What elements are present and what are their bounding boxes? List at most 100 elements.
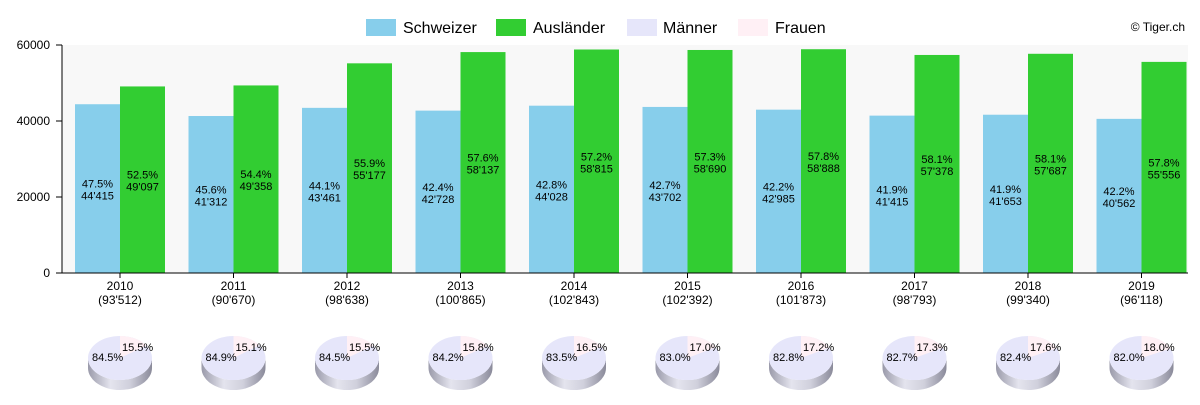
pie-label-frauen: 17.6%	[1030, 342, 1061, 354]
bar-schweizer-2011	[188, 116, 234, 273]
bar-schweizer-2013	[415, 110, 461, 273]
bar-percent-label: 41.9%	[876, 184, 907, 196]
bar-schweizer-2014	[529, 105, 574, 273]
pie-label-maenner: 84.5%	[319, 352, 350, 364]
pie-2014: 83.5%16.5%	[542, 336, 607, 390]
pie-label-maenner: 83.0%	[660, 352, 691, 364]
bar-percent-label: 41.9%	[990, 184, 1021, 196]
pie-slice-frauen	[233, 336, 260, 358]
legend-label-frauen: Frauen	[775, 20, 826, 37]
pie-slice-frauen	[1141, 336, 1171, 358]
pie-disc-side	[542, 358, 606, 390]
bar-value-label: 49'358	[240, 181, 273, 193]
x-tick-label-year: 2012	[334, 279, 361, 293]
bar-schweizer-2010	[75, 104, 120, 274]
x-tick-label-total: (93'512)	[98, 293, 142, 307]
pie-2012: 84.5%15.5%	[315, 336, 380, 390]
x-tick-label-year: 2018	[1015, 279, 1042, 293]
pie-label-maenner: 83.5%	[546, 352, 577, 364]
pie-disc-side	[655, 358, 720, 391]
bar-schweizer-2019	[1096, 118, 1142, 273]
x-tick-label-total: (90'670)	[212, 293, 256, 307]
bar-value-label: 55'177	[353, 170, 386, 182]
bar-percent-label: 57.6%	[467, 153, 498, 165]
pie-disc-side	[996, 358, 1060, 390]
pie-2015: 83.0%17.0%	[655, 336, 721, 391]
pie-2010: 84.5%15.5%	[88, 336, 153, 390]
bar-schweizer-2012	[302, 107, 347, 273]
pie-label-frauen: 15.5%	[122, 342, 153, 354]
pie-slice-frauen	[687, 336, 716, 358]
bar-value-label: 41'312	[195, 197, 228, 209]
pie-label-frauen: 15.8%	[463, 342, 494, 354]
legend-label-schweizer: Schweizer	[403, 20, 477, 37]
legend-swatch-auslaender	[496, 19, 526, 36]
bar-schweizer-2018	[983, 114, 1028, 273]
legend-label-auslaender: Ausländer	[533, 20, 606, 37]
bar-value-label: 43'461	[308, 192, 341, 204]
bar-value-label: 42'985	[762, 193, 795, 205]
bar-percent-label: 57.8%	[1148, 157, 1179, 169]
pie-label-frauen: 17.0%	[690, 342, 721, 354]
pie-slice-frauen	[1028, 336, 1057, 358]
pie-2019: 82.0%18.0%	[1109, 336, 1175, 391]
pie-disc-side	[1109, 358, 1174, 391]
pie-2016: 82.8%17.2%	[769, 336, 834, 390]
bar-percent-label: 42.2%	[1103, 186, 1134, 198]
bars-layer	[75, 49, 1187, 274]
pie-slice-frauen	[801, 336, 830, 358]
bar-percent-label: 57.2%	[581, 151, 612, 163]
bar-value-label: 40'562	[1103, 198, 1136, 210]
legend-label-maenner: Männer	[663, 20, 718, 37]
bar-value-label: 41'653	[989, 196, 1022, 208]
bar-auslaender-2015	[687, 49, 733, 274]
bar-schweizer-2016	[756, 109, 801, 273]
bar-percent-label: 47.5%	[82, 179, 113, 191]
bar-labels-layer: 47.5%44'415 52.5%49'097 45.6%41'312 54.4%49…	[81, 151, 1180, 210]
pie-slice-frauen	[460, 336, 488, 358]
legend-swatch-maenner	[627, 19, 657, 36]
bar-auslaender-2010	[120, 86, 165, 273]
bar-percent-label: 55.9%	[354, 158, 385, 170]
pie-2013: 84.2%15.8%	[428, 336, 494, 391]
x-tick-label-year: 2019	[1128, 279, 1155, 293]
legend-swatch-frauen	[738, 19, 768, 36]
bar-schweizer-2015	[642, 106, 688, 273]
pie-2017: 82.7%17.3%	[882, 336, 948, 391]
pie-disc-side	[315, 358, 379, 390]
bar-value-label: 44'415	[81, 191, 114, 203]
x-tick-label-total: (101'873)	[776, 293, 826, 307]
pie-slice-frauen	[347, 336, 374, 358]
pie-disc-side	[882, 358, 947, 391]
x-tick-label-year: 2013	[447, 279, 474, 293]
bar-schweizer-2017	[869, 115, 915, 273]
pie-disc-side	[201, 358, 266, 391]
pie-2018: 82.4%17.6%	[996, 336, 1061, 390]
bar-percent-label: 42.4%	[422, 182, 453, 194]
bar-percent-label: 44.1%	[309, 180, 340, 192]
bar-percent-label: 45.6%	[195, 185, 226, 197]
bar-auslaender-2014	[574, 49, 619, 274]
x-tick-label-total: (99'340)	[1006, 293, 1050, 307]
pie-label-maenner: 84.5%	[92, 352, 123, 364]
x-tick-label-year: 2017	[901, 279, 928, 293]
bar-value-label: 41'415	[876, 196, 909, 208]
bar-auslaender-2018	[1028, 53, 1073, 273]
x-tick-label-total: (98'638)	[325, 293, 369, 307]
bar-percent-label: 54.4%	[240, 169, 271, 181]
bar-value-label: 49'097	[126, 182, 159, 194]
y-tick-label: 20000	[17, 190, 51, 204]
pie-slice-frauen	[574, 336, 602, 358]
x-tick-label-total: (98'793)	[893, 293, 937, 307]
pie-slice-frauen	[914, 336, 943, 358]
bar-value-label: 58'690	[694, 163, 727, 175]
bar-value-label: 58'137	[467, 165, 500, 177]
pies-layer: 84.5%15.5%84.9%15.1%84.5%15.5%84.2%15.8%…	[88, 336, 1175, 391]
pie-label-frauen: 17.2%	[803, 342, 834, 354]
bar-percent-label: 58.1%	[921, 154, 952, 166]
bar-percent-label: 58.1%	[1035, 153, 1066, 165]
bar-value-label: 57'378	[921, 166, 954, 178]
pie-label-maenner: 84.9%	[206, 352, 237, 364]
